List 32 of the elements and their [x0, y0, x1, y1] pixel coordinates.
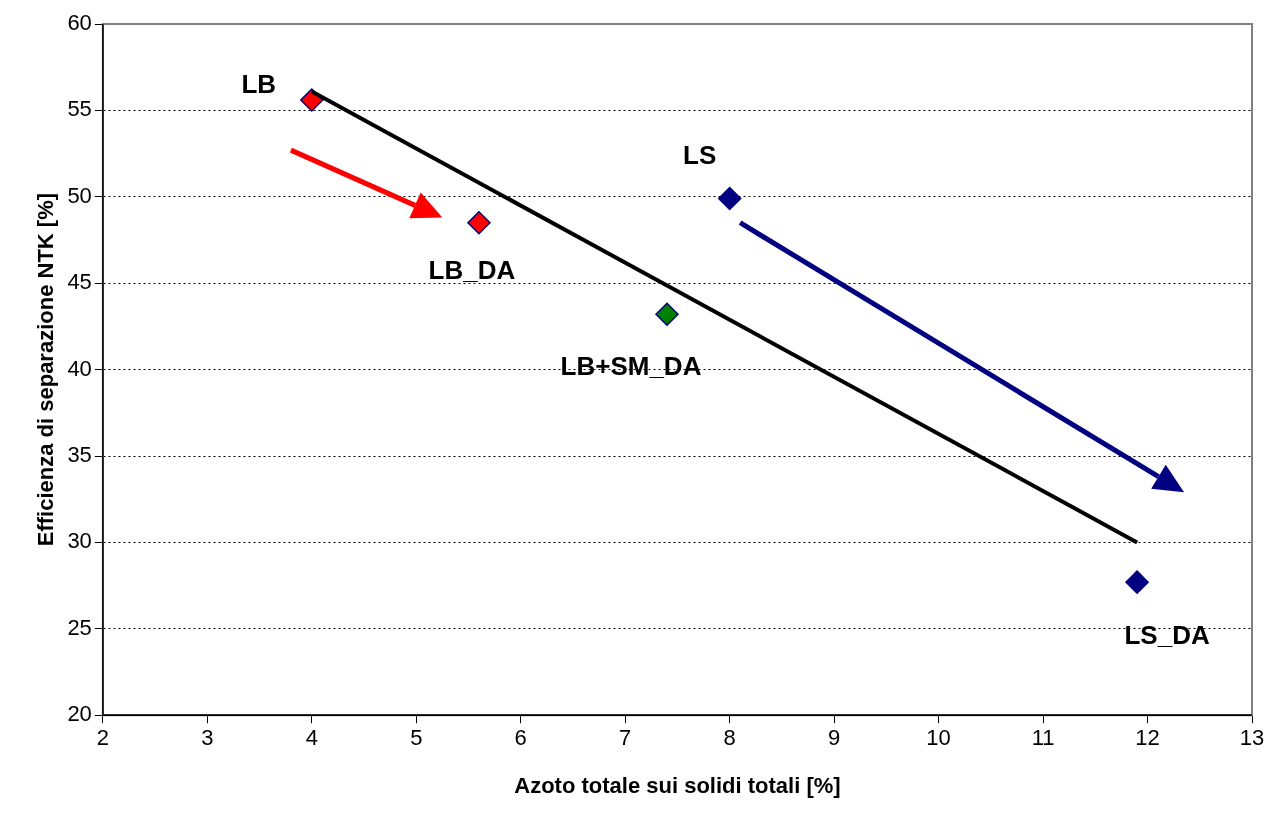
y-tick-label: 60 [67, 10, 92, 36]
x-tick-label: 13 [1239, 725, 1265, 751]
annotation: LS_DA [1124, 620, 1210, 651]
x-tick-label: 10 [926, 725, 951, 751]
y-tick-label: 55 [67, 96, 92, 122]
x-tick-label: 8 [723, 725, 736, 751]
point [717, 186, 742, 211]
x-tick-label: 7 [619, 725, 632, 751]
y-tick-label: 35 [67, 442, 92, 468]
y-tick-label: 45 [67, 269, 92, 295]
y-tick-label: 30 [67, 528, 92, 554]
x-axis-title: Azoto totale sui solidi totali [%] [514, 772, 841, 798]
x-tick-label: 11 [1031, 725, 1055, 751]
y-axis-title: Efficienza di separazione NTK [%] [33, 192, 59, 547]
y-tick-label: 40 [67, 355, 92, 381]
x-tick-label: 5 [410, 725, 423, 751]
x-tick-label: 4 [305, 725, 318, 751]
point [467, 210, 491, 235]
x-tick-label: 12 [1135, 725, 1160, 751]
annotation: LB_DA [428, 254, 516, 285]
x-tick-label: 9 [828, 725, 841, 751]
point [655, 302, 679, 327]
x-tick-label: 3 [201, 725, 214, 751]
point [1125, 570, 1149, 594]
annotation: LB [241, 69, 277, 100]
annotation: LS [683, 139, 717, 170]
y-tick-label: 20 [67, 701, 92, 727]
y-tick-label: 50 [67, 182, 92, 208]
x-tick-label: 6 [514, 725, 527, 751]
y-tick-label: 25 [67, 614, 92, 640]
annotation: LB+SM_DA [560, 351, 702, 382]
x-tick-label: 2 [96, 725, 109, 751]
